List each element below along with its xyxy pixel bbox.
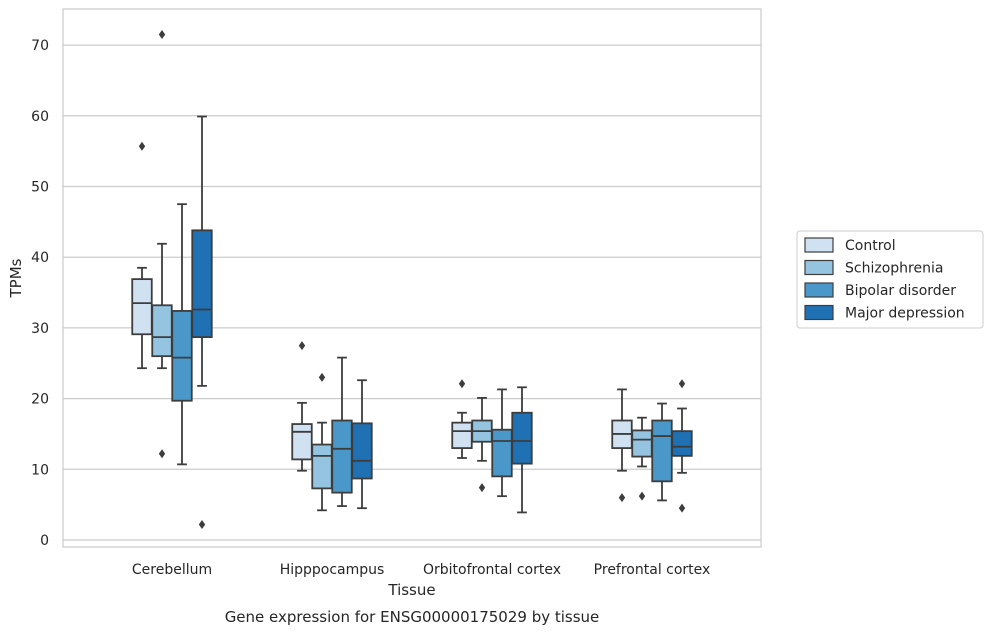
y-tick-label: 60 <box>31 109 49 125</box>
y-tick-label: 10 <box>31 462 49 478</box>
outlier-marker <box>618 493 626 503</box>
legend-label-schizophrenia: Schizophrenia <box>845 261 943 277</box>
box-major-depression-orbitofrontal-cortex <box>511 386 533 514</box>
x-axis-label: Tissue <box>387 581 435 599</box>
y-axis-label: TPMs <box>7 258 25 298</box>
outlier-marker <box>318 372 326 382</box>
outlier-marker <box>638 491 646 501</box>
y-tick-label: 50 <box>31 180 49 196</box>
box-iqr <box>171 310 193 402</box>
outlier-marker <box>158 449 166 459</box>
y-tick-labels: 0 10 20 30 40 50 60 70 <box>31 38 49 549</box>
outlier-marker <box>158 29 166 39</box>
box-iqr <box>151 304 173 358</box>
y-tick-label: 40 <box>31 250 49 266</box>
box-major-depression-cerebellum <box>191 115 213 529</box>
box-control-prefrontal-cortex <box>611 388 633 503</box>
box-schizophrenia-orbitofrontal-cortex <box>471 396 493 493</box>
plot-frame <box>62 8 762 548</box>
box-iqr <box>131 278 153 336</box>
chart-caption: Gene expression for ENSG00000175029 by t… <box>225 608 600 626</box>
box-iqr <box>331 419 353 494</box>
x-tick-label-cerebellum: Cerebellum <box>132 562 212 578</box>
y-tick-label: 70 <box>31 38 49 54</box>
outlier-marker <box>678 503 686 513</box>
box-bipolar-disorder-orbitofrontal-cortex <box>491 388 513 498</box>
box-control-cerebellum <box>131 141 153 370</box>
y-tick-label: 20 <box>31 392 49 408</box>
outlier-marker <box>458 379 466 389</box>
boxes <box>131 29 693 529</box>
outlier-marker <box>298 341 306 351</box>
box-iqr <box>191 229 213 338</box>
outlier-marker <box>198 519 206 529</box>
legend-label-bipolar-disorder: Bipolar disorder <box>845 283 956 299</box>
box-schizophrenia-cerebellum <box>151 29 173 459</box>
legend-swatch-control <box>804 237 834 253</box>
box-bipolar-disorder-cerebellum <box>171 203 193 466</box>
legend-label-control: Control <box>845 238 896 254</box>
legend-label-major-depression: Major depression <box>845 306 965 322</box>
box-schizophrenia-hipppocampus <box>311 372 333 512</box>
box-iqr <box>311 443 333 490</box>
outlier-marker <box>678 379 686 389</box>
x-tick-label-prefrontal-cortex: Prefrontal cortex <box>594 562 711 578</box>
legend-swatch-bipolar-disorder <box>804 282 834 298</box>
y-tick-label: 30 <box>31 321 49 337</box>
box-iqr <box>511 411 533 465</box>
box-iqr <box>351 422 373 480</box>
legend-swatch-major-depression <box>804 304 834 321</box>
box-schizophrenia-prefrontal-cortex <box>631 416 653 501</box>
box-major-depression-prefrontal-cortex <box>671 379 693 513</box>
x-tick-label-orbitofrontal-cortex: Orbitofrontal cortex <box>423 562 561 578</box>
box-iqr <box>291 423 313 461</box>
box-control-orbitofrontal-cortex <box>451 379 473 459</box>
outlier-marker <box>478 483 486 493</box>
y-tick-label: 0 <box>40 533 49 549</box>
box-iqr <box>631 429 653 458</box>
box-major-depression-hipppocampus <box>351 379 373 510</box>
legend: Control Schizophrenia Bipolar disorder Majo… <box>796 230 984 329</box>
box-iqr <box>671 430 693 457</box>
box-control-hipppocampus <box>291 341 313 472</box>
box-iqr <box>651 419 673 483</box>
outlier-marker <box>138 141 146 151</box>
box-bipolar-disorder-hipppocampus <box>331 356 353 507</box>
box-iqr <box>491 428 513 478</box>
box-iqr <box>451 421 473 449</box>
box-bipolar-disorder-prefrontal-cortex <box>651 402 673 502</box>
legend-frame <box>796 230 984 329</box>
x-tick-label-hipppocampus: Hipppocampus <box>280 562 385 578</box>
legend-swatch-schizophrenia <box>804 259 834 276</box>
x-tick-labels: Cerebellum Hipppocampus Orbitofrontal cort… <box>132 562 710 578</box>
